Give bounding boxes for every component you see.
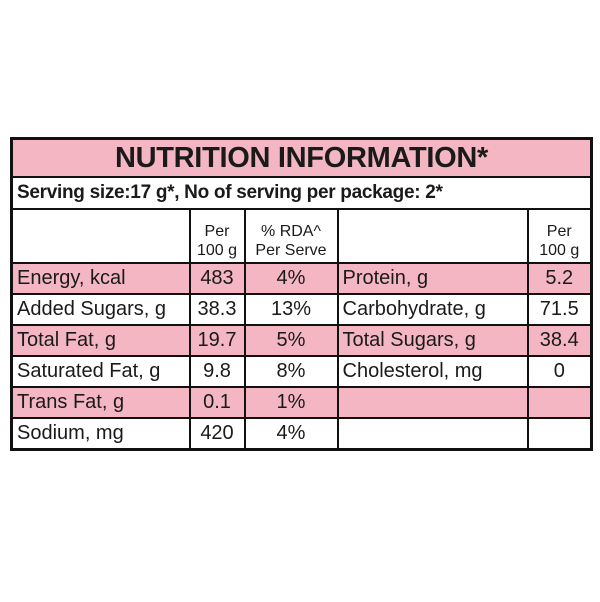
- cell: Cholesterol, mg: [336, 355, 529, 388]
- cell: Saturated Fat, g: [10, 355, 191, 388]
- header-text: % RDA^: [261, 223, 321, 240]
- header-cell: Per 100 g: [188, 208, 246, 264]
- cell: 0: [526, 355, 593, 388]
- cell: 0.1: [188, 386, 246, 419]
- cell: 8%: [243, 355, 339, 388]
- header-cell: Per 100 g: [526, 208, 593, 264]
- cell: Added Sugars, g: [10, 293, 191, 326]
- header-text: Per: [204, 223, 230, 240]
- cell: Carbohydrate, g: [336, 293, 529, 326]
- serving-info: Serving size:17 g*, No of serving per pa…: [10, 176, 593, 210]
- cell: 483: [188, 262, 246, 295]
- header-cell: % RDA^ Per Serve: [243, 208, 339, 264]
- header-text: Per Serve: [255, 242, 327, 259]
- cell: 13%: [243, 293, 339, 326]
- cell: Trans Fat, g: [10, 386, 191, 419]
- header-cell: [336, 208, 529, 264]
- cell: 5.2: [526, 262, 593, 295]
- cell: 4%: [243, 262, 339, 295]
- cell: 71.5: [526, 293, 593, 326]
- cell: Energy, kcal: [10, 262, 191, 295]
- cell: 1%: [243, 386, 339, 419]
- cell: 38.4: [526, 324, 593, 357]
- cell: 19.7: [188, 324, 246, 357]
- cell: [336, 417, 529, 451]
- cell: Total Fat, g: [10, 324, 191, 357]
- title: NUTRITION INFORMATION*: [10, 137, 593, 178]
- cell: 9.8: [188, 355, 246, 388]
- cell: Sodium, mg: [10, 417, 191, 451]
- header-text: Per: [546, 223, 572, 240]
- nutrient-row: Trans Fat, g 0.1 1%: [10, 386, 593, 419]
- nutrient-row: Total Fat, g 19.7 5% Total Sugars, g 38.4: [10, 324, 593, 357]
- cell: [336, 386, 529, 419]
- header-text: 100 g: [196, 242, 238, 259]
- nutrient-row: Added Sugars, g 38.3 13% Carbohydrate, g 71.…: [10, 293, 593, 326]
- nutrient-row: Energy, kcal 483 4% Protein, g 5.2: [10, 262, 593, 295]
- header-cell: [10, 208, 191, 264]
- cell: 4%: [243, 417, 339, 451]
- cell: 38.3: [188, 293, 246, 326]
- cell: 420: [188, 417, 246, 451]
- cell: [526, 386, 593, 419]
- nutrition-table: NUTRITION INFORMATION* Serving size:17 g…: [10, 137, 593, 451]
- header-text: 100 g: [539, 242, 580, 259]
- cell: 5%: [243, 324, 339, 357]
- cell: Total Sugars, g: [336, 324, 529, 357]
- nutrient-row: Sodium, mg 420 4%: [10, 417, 593, 451]
- cell: [526, 417, 593, 451]
- cell: Protein, g: [336, 262, 529, 295]
- nutrient-row: Saturated Fat, g 9.8 8% Cholesterol, mg 0: [10, 355, 593, 388]
